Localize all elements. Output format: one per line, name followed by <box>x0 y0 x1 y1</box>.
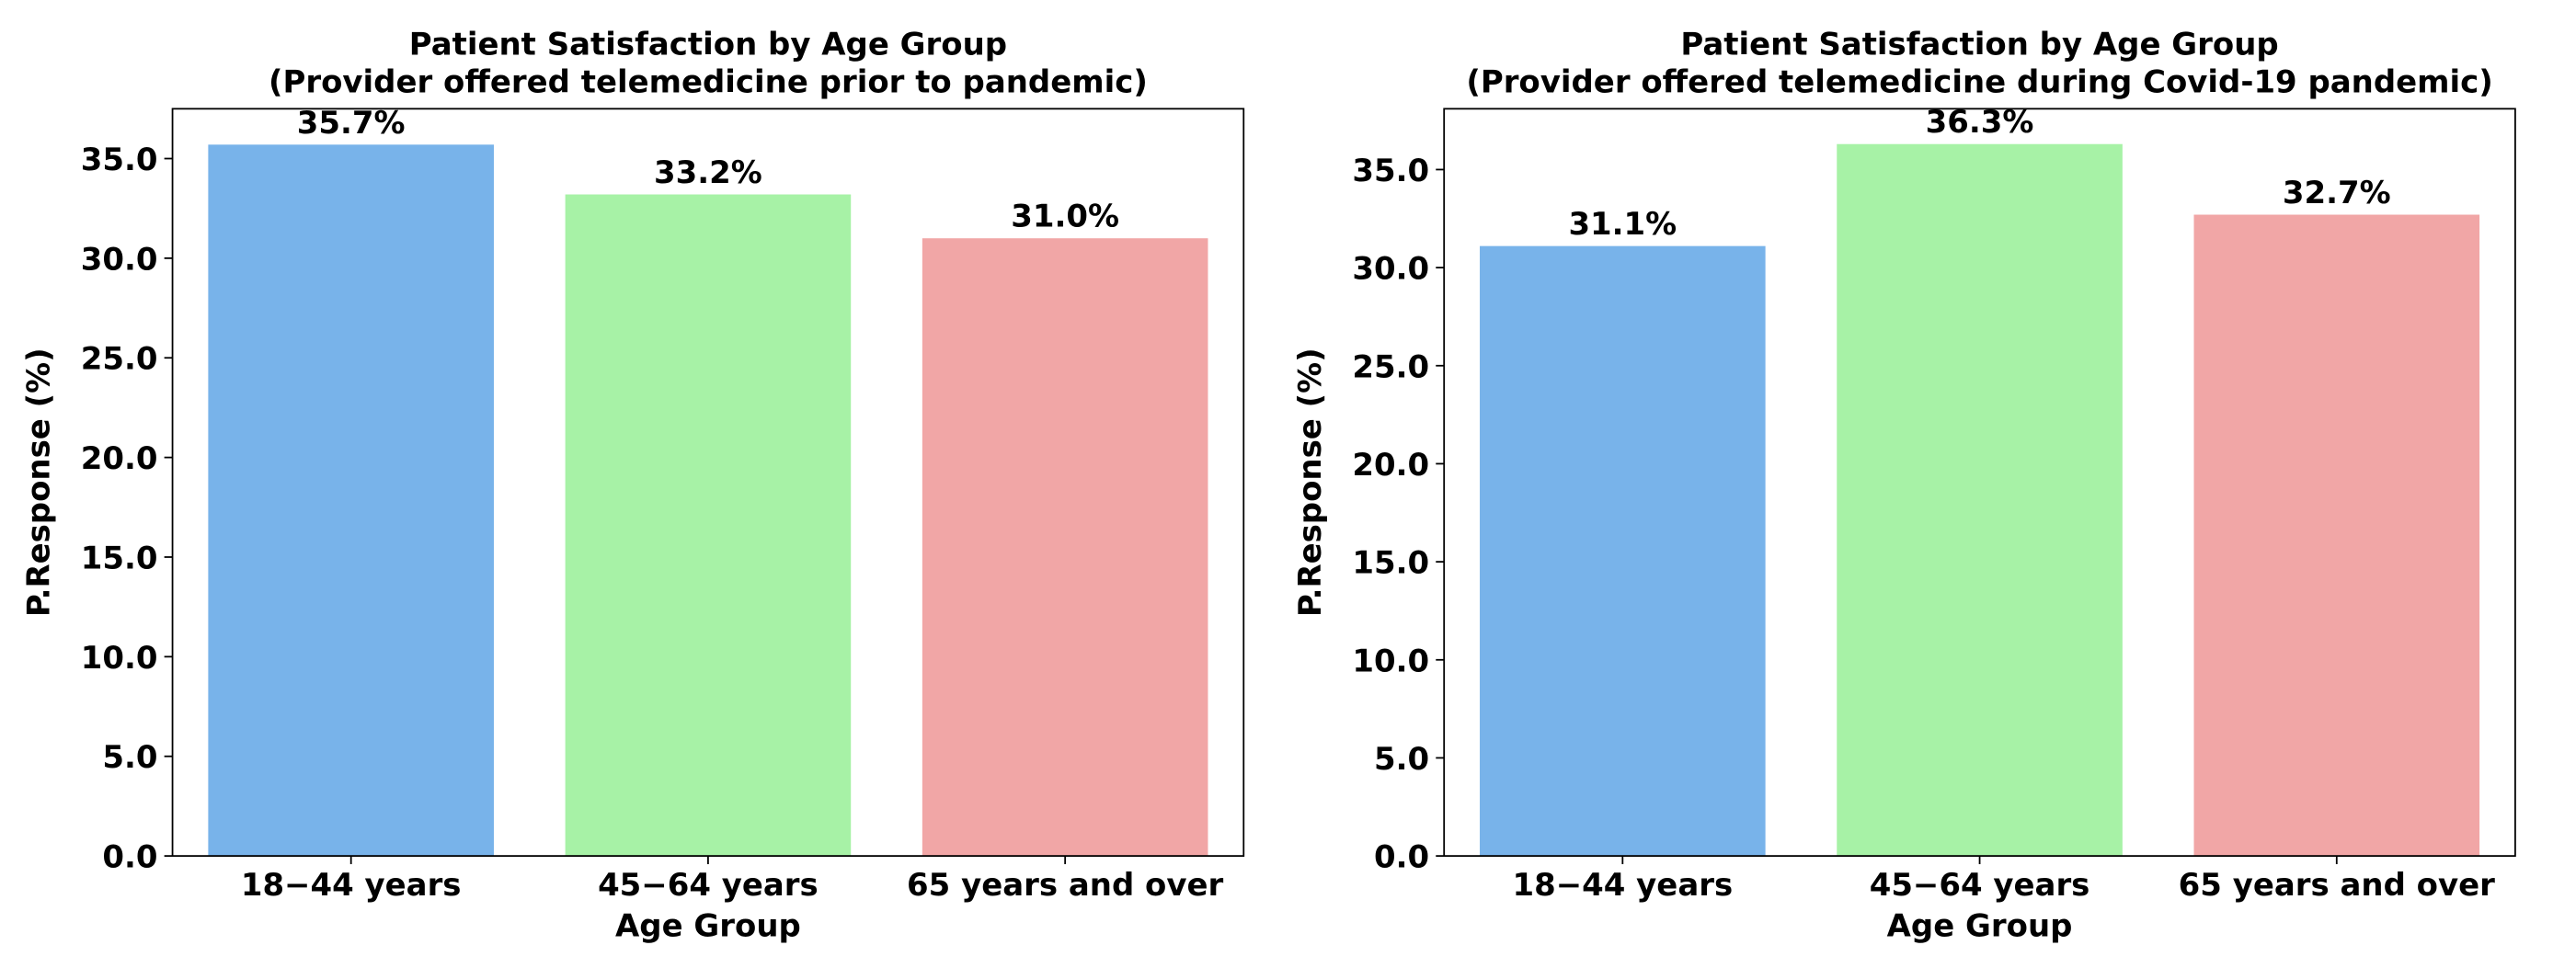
y-tick-label: 5.0 <box>1374 741 1429 778</box>
y-tick-label: 15.0 <box>81 540 158 576</box>
value-label: 36.3% <box>1926 104 2034 141</box>
x-tick-label: 45−64 years <box>1870 867 2090 904</box>
x-axis-label: Age Group <box>1887 908 2073 945</box>
chart-title: Patient Satisfaction by Age Group <box>409 26 1007 63</box>
bar <box>2193 214 2480 857</box>
x-tick-label: 18−44 years <box>1512 867 1733 904</box>
y-tick-label: 10.0 <box>81 640 158 677</box>
bar <box>1837 143 2123 857</box>
bar <box>208 144 494 857</box>
value-label: 32.7% <box>2283 175 2391 211</box>
bar <box>1480 245 1766 857</box>
value-label: 35.7% <box>297 105 406 142</box>
x-axis-label: Age Group <box>615 908 801 945</box>
x-tick-label: 45−64 years <box>598 867 819 904</box>
y-tick-label: 30.0 <box>1352 251 1429 288</box>
chart-title: Patient Satisfaction by Age Group <box>1680 26 2278 63</box>
y-tick-label: 5.0 <box>102 739 157 776</box>
y-tick-label: 0.0 <box>1374 839 1429 876</box>
axes-frame <box>1443 108 2516 858</box>
value-label: 33.2% <box>654 154 762 191</box>
y-tick-label: 20.0 <box>81 440 158 477</box>
y-axis-label: P.Response (%) <box>21 347 58 617</box>
value-label: 31.0% <box>1011 199 1119 235</box>
chart-subtitle: (Provider offered telemedicine during Co… <box>1466 63 2492 100</box>
y-tick-label: 35.0 <box>81 142 158 178</box>
y-tick-label: 10.0 <box>1352 643 1429 679</box>
x-tick-label: 65 years and over <box>2179 867 2495 904</box>
x-tick-label: 65 years and over <box>907 867 1223 904</box>
y-tick-label: 0.0 <box>102 839 157 876</box>
y-tick-label: 25.0 <box>81 341 158 378</box>
bar <box>565 194 852 857</box>
y-tick-label: 25.0 <box>1352 348 1429 385</box>
y-tick-label: 35.0 <box>1352 153 1429 189</box>
y-tick-label: 20.0 <box>1352 447 1429 484</box>
x-tick-label: 18−44 years <box>241 867 462 904</box>
y-axis-label: P.Response (%) <box>1292 347 1329 617</box>
axes-frame <box>171 108 1245 858</box>
chart-subtitle: (Provider offered telemedicine prior to … <box>269 63 1148 100</box>
bar <box>922 238 1208 857</box>
y-tick-label: 30.0 <box>81 241 158 278</box>
value-label: 31.1% <box>1568 206 1677 243</box>
y-tick-label: 15.0 <box>1352 545 1429 582</box>
